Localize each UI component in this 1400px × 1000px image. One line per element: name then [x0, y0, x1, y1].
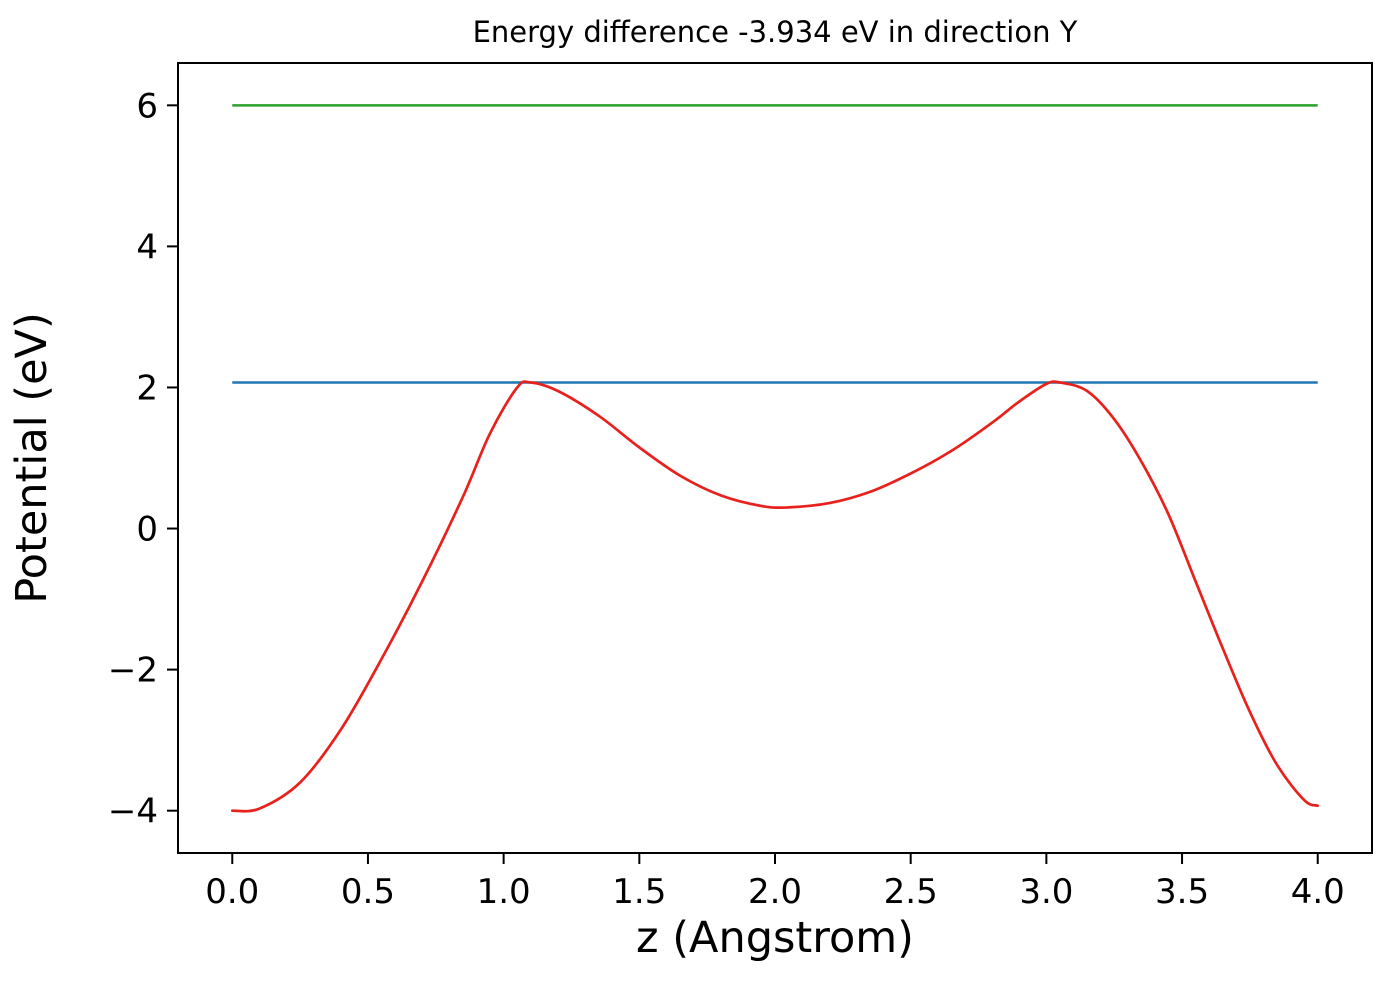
x-tick-label: 4.0 [1291, 872, 1345, 912]
y-tick-label: −4 [108, 792, 158, 832]
potential-profile-line [230, 380, 1320, 813]
x-tick-label: 3.5 [1155, 872, 1209, 912]
plot-area: 0.0 0.5 1.0 1.5 2.0 2.5 3.0 3.5 4.0 −4 −2 0 2 4 6 [108, 62, 1373, 912]
axes-spines [177, 62, 1373, 854]
y-axis-label: Potential (eV) [7, 312, 57, 603]
chart-title: Energy difference -3.934 eV in direction… [473, 15, 1078, 49]
y-tick-label: 2 [136, 368, 158, 408]
x-tick-label: 0.0 [205, 872, 259, 912]
x-tick-label: 1.5 [612, 872, 666, 912]
x-tick-label: 3.0 [1019, 872, 1073, 912]
x-tick-label: 1.0 [477, 872, 531, 912]
x-axis-label: z (Angstrom) [636, 913, 914, 963]
y-tick-label: 0 [136, 510, 158, 550]
x-tick-label: 2.0 [748, 872, 802, 912]
x-tick-label: 2.5 [884, 872, 938, 912]
x-tick-label: 0.5 [341, 872, 395, 912]
y-tick-label: 6 [136, 86, 158, 126]
y-tick-label: 4 [136, 227, 158, 267]
y-tick-label: −2 [108, 651, 158, 691]
